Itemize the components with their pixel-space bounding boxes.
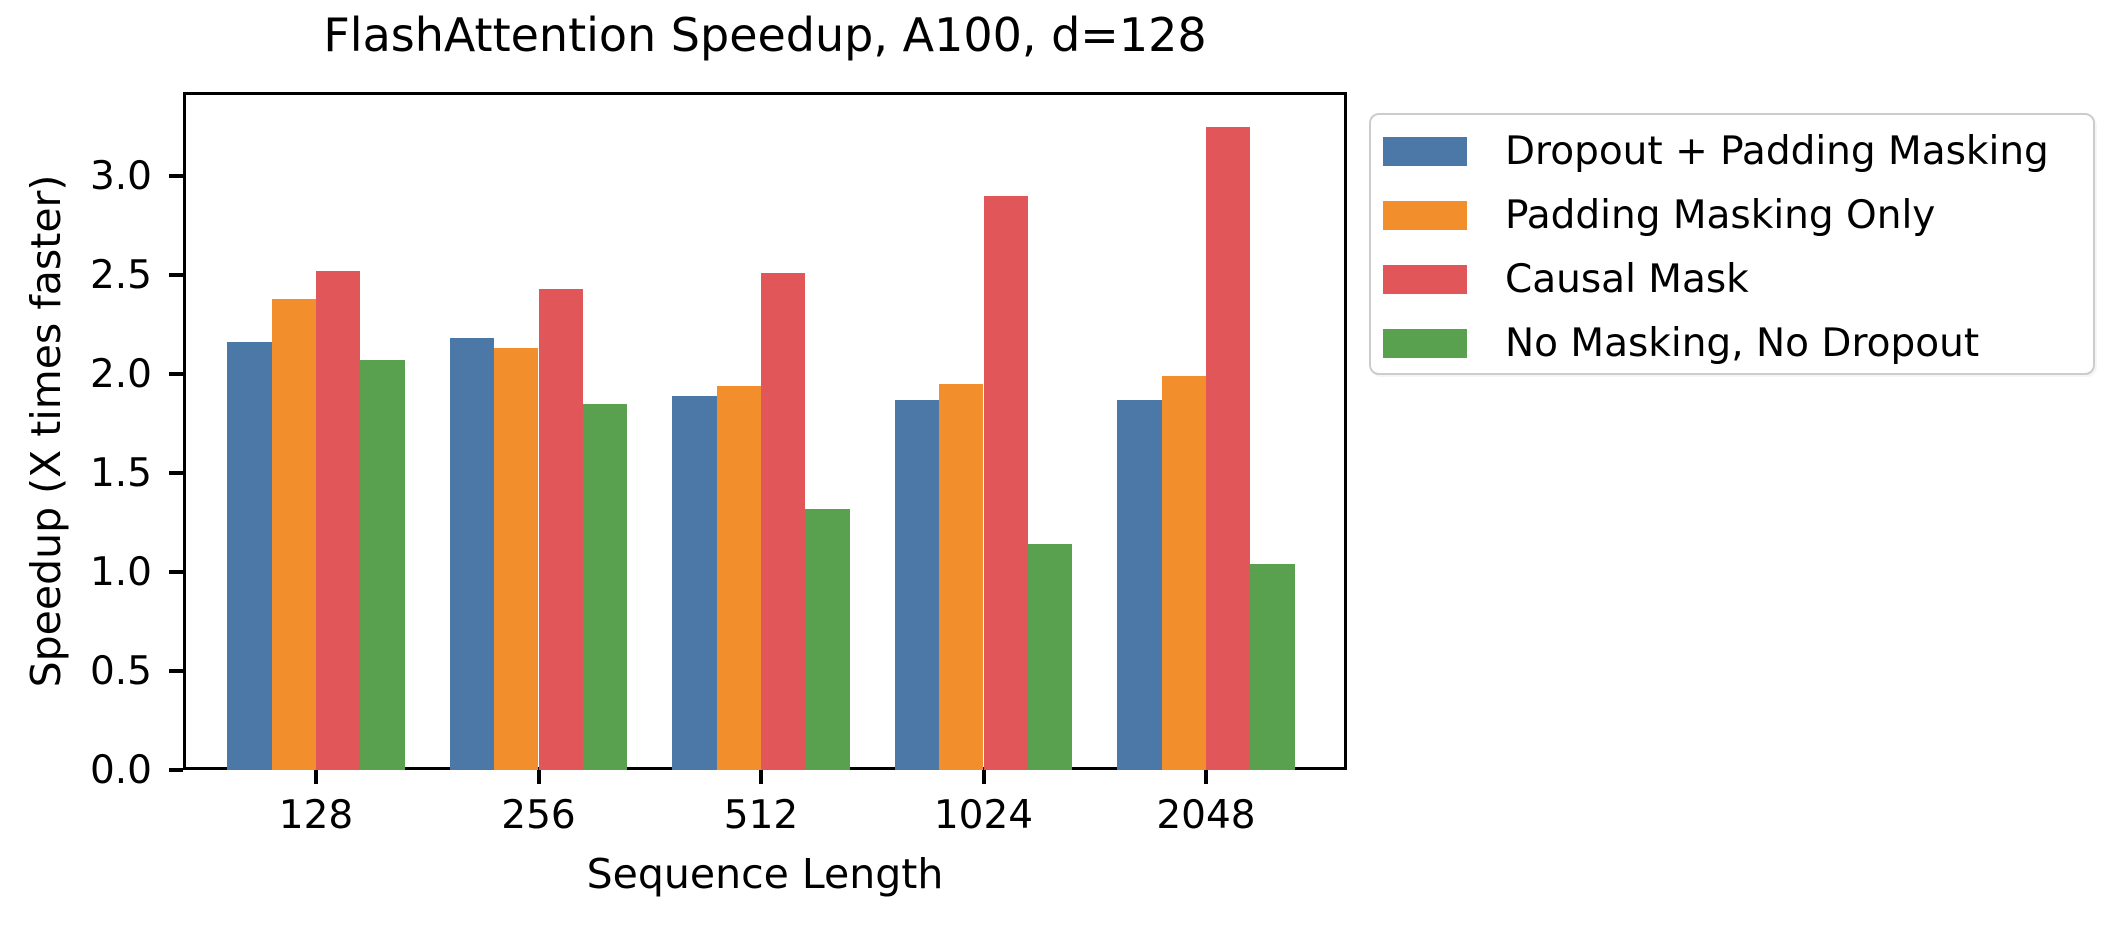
bar-dropout-padding-masking-512 <box>672 395 717 770</box>
legend-swatch-causal-mask <box>1383 264 1467 294</box>
bar-causal-mask-256 <box>538 288 583 770</box>
bar-padding-masking-only-128 <box>271 298 316 770</box>
right-spine <box>1344 92 1347 770</box>
plot-area <box>183 92 1347 770</box>
x-tick-mark <box>759 770 763 784</box>
y-tick-label: 2.5 <box>89 253 152 298</box>
legend-label: No Masking, No Dropout <box>1505 320 1980 366</box>
x-tick-label: 512 <box>723 793 799 838</box>
legend-item: Padding Masking Only <box>1371 183 2093 247</box>
legend-label: Padding Masking Only <box>1505 192 1936 238</box>
chart-title: FlashAttention Speedup, A100, d=128 <box>323 8 1207 62</box>
bar-no-masking-no-dropout-128 <box>360 360 405 770</box>
x-tick-label: 1024 <box>933 793 1034 838</box>
x-tick-mark <box>314 770 318 784</box>
legend-item: No Masking, No Dropout <box>1371 311 2093 375</box>
bar-dropout-padding-masking-256 <box>449 338 495 770</box>
legend-item: Causal Mask <box>1371 247 2093 311</box>
bar-padding-masking-only-256 <box>494 348 539 770</box>
y-tick-mark <box>169 768 183 772</box>
bar-no-masking-no-dropout-256 <box>582 403 628 770</box>
y-tick-label: 0.5 <box>89 649 152 694</box>
x-tick-label: 2048 <box>1156 793 1256 838</box>
top-spine <box>183 92 1347 95</box>
bar-no-masking-no-dropout-1024 <box>1027 544 1073 770</box>
y-tick-label: 2.0 <box>89 352 152 397</box>
left-spine <box>183 92 186 770</box>
bar-no-masking-no-dropout-2048 <box>1250 564 1295 770</box>
y-tick-label: 1.0 <box>89 550 152 595</box>
x-tick-mark <box>536 770 541 784</box>
legend-label: Dropout + Padding Masking <box>1505 128 2049 174</box>
bar-padding-masking-only-1024 <box>939 383 984 770</box>
bar-causal-mask-128 <box>316 271 361 770</box>
bar-causal-mask-2048 <box>1206 126 1251 770</box>
y-tick-label: 3.0 <box>89 154 152 199</box>
bar-dropout-padding-masking-2048 <box>1117 399 1162 770</box>
legend-swatch-dropout-padding-masking <box>1383 136 1467 166</box>
x-tick-mark <box>981 770 986 784</box>
y-tick-label: 1.5 <box>89 451 152 496</box>
bar-causal-mask-1024 <box>983 195 1028 770</box>
y-tick-mark <box>169 570 183 574</box>
x-tick-label: 128 <box>278 793 354 838</box>
legend-swatch-no-masking-no-dropout <box>1383 328 1467 358</box>
bar-dropout-padding-masking-128 <box>227 342 272 770</box>
x-tick-label: 256 <box>501 793 576 838</box>
x-axis-label: Sequence Length <box>586 850 944 898</box>
bar-causal-mask-512 <box>761 273 806 770</box>
legend-label: Causal Mask <box>1505 256 1749 302</box>
bar-padding-masking-only-2048 <box>1161 375 1206 770</box>
y-tick-mark <box>169 471 183 475</box>
y-tick-mark <box>169 669 183 673</box>
y-tick-label: 0.0 <box>89 748 152 793</box>
legend-item: Dropout + Padding Masking <box>1371 119 2093 183</box>
y-tick-mark <box>169 372 183 376</box>
y-tick-mark <box>169 273 183 277</box>
legend: Dropout + Padding Masking Padding Masking… <box>1369 113 2095 375</box>
y-axis-label: Speedup (X times faster) <box>22 174 70 688</box>
bar-padding-masking-only-512 <box>716 385 761 770</box>
legend-swatch-padding-masking-only <box>1383 200 1467 230</box>
x-tick-mark <box>1204 770 1208 784</box>
y-tick-mark <box>169 174 183 178</box>
bar-no-masking-no-dropout-512 <box>805 508 850 770</box>
bar-dropout-padding-masking-1024 <box>894 399 940 770</box>
